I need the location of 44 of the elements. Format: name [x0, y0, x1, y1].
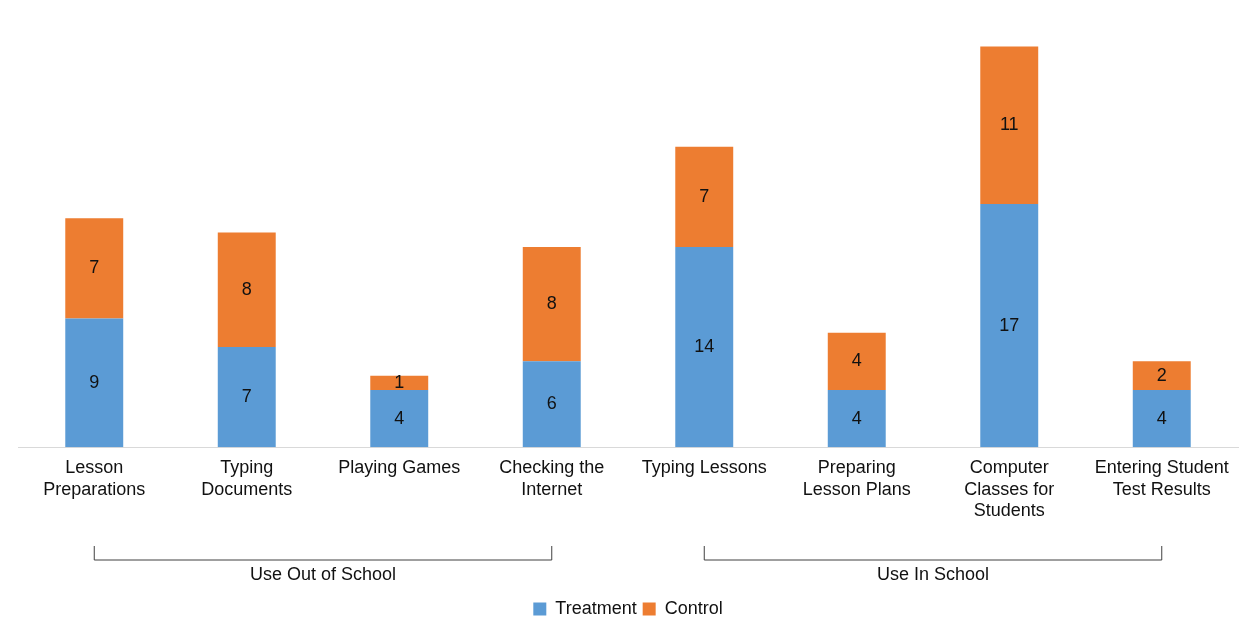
x-tick-label: Preparing Lesson Plans — [802, 456, 911, 499]
data-label: 4 — [394, 407, 405, 428]
data-label: 8 — [546, 293, 557, 314]
bar — [217, 232, 276, 348]
data-label: 17 — [999, 314, 1020, 335]
data-label: 4 — [851, 350, 862, 371]
data-label: 2 — [1156, 364, 1167, 385]
text: Use Out of School — [249, 563, 397, 584]
bar — [1132, 389, 1191, 448]
data-label: 9 — [89, 371, 100, 392]
bar — [65, 318, 124, 448]
data-label: 1 — [394, 371, 405, 392]
bar — [217, 347, 276, 448]
data-label: 8 — [241, 278, 252, 299]
x-tick-label: Computer Classes for Students — [964, 456, 1055, 521]
bar — [370, 389, 429, 448]
bar — [1132, 361, 1191, 390]
bar — [370, 375, 429, 390]
bar — [522, 361, 581, 448]
data-label: 6 — [546, 393, 557, 414]
bar — [675, 146, 734, 247]
x-tick-label: Entering Student Test Results — [1094, 456, 1229, 499]
bar — [675, 246, 734, 448]
legend-label: Treatment — [555, 597, 637, 618]
data-label: 4 — [1156, 407, 1167, 428]
data-label: 7 — [699, 185, 710, 206]
x-tick-label: Checking the Internet — [499, 456, 605, 499]
x-tick-label: Playing Games — [338, 456, 461, 477]
text: Use In School — [876, 563, 990, 584]
data-label: 4 — [851, 407, 862, 428]
bar — [980, 46, 1039, 204]
bar — [827, 332, 886, 390]
legend-label: Control — [664, 597, 723, 618]
bar — [980, 203, 1039, 448]
data-label: 7 — [241, 386, 252, 407]
x-tick-label: Typing Documents — [201, 456, 293, 499]
bar — [827, 389, 886, 448]
data-label: 7 — [89, 257, 100, 278]
bar — [65, 218, 124, 319]
x-tick-label: Typing Lessons — [641, 456, 767, 477]
x-tick-label: Lesson Preparations — [43, 456, 146, 499]
data-label: 11 — [999, 114, 1019, 135]
data-label: 14 — [694, 336, 715, 357]
bar — [522, 246, 581, 362]
